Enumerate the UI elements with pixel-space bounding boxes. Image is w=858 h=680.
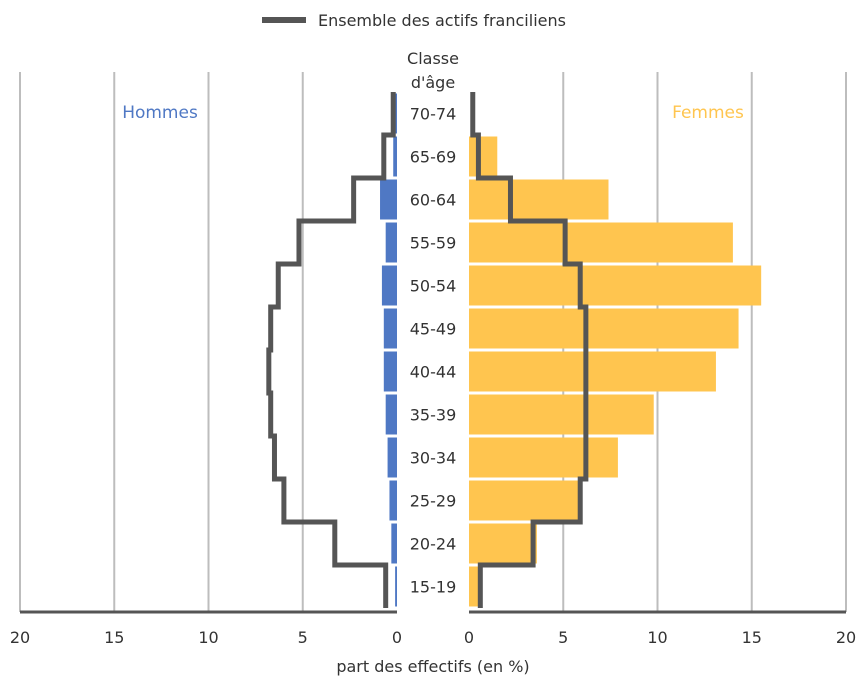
legend: Ensemble des actifs franciliens [262, 11, 566, 30]
x-tick-left: 0 [392, 628, 402, 647]
bar-women-65-69 [469, 136, 498, 177]
age-label-20-24: 20-24 [410, 535, 457, 554]
bar-women-30-34 [469, 437, 618, 478]
legend-label: Ensemble des actifs franciliens [318, 11, 566, 30]
x-tick-left: 5 [298, 628, 308, 647]
x-axis-title: part des effectifs (en %) [336, 657, 529, 676]
bar-men-60-64 [380, 179, 397, 220]
age-label-50-54: 50-54 [410, 277, 457, 296]
age-label-25-29: 25-29 [410, 492, 457, 511]
age-label-35-39: 35-39 [410, 406, 457, 425]
age-label-15-19: 15-19 [410, 578, 457, 597]
bar-women-25-29 [469, 480, 581, 521]
bar-women-50-54 [469, 265, 762, 306]
age-labels: 70-74 65-69 60-64 55-59 50-54 45-49 40-44 35-39… [410, 105, 457, 597]
bar-men-40-44 [383, 351, 397, 392]
bar-women-35-39 [469, 394, 654, 435]
x-tick-labels: 20 15 10 5 0 0 5 10 15 20 [10, 628, 856, 647]
x-tick-left: 10 [198, 628, 218, 647]
age-label-40-44: 40-44 [410, 363, 457, 382]
x-tick-right: 15 [742, 628, 762, 647]
bar-men-25-29 [389, 480, 397, 521]
bar-men-55-59 [385, 222, 397, 263]
age-label-60-64: 60-64 [410, 191, 457, 210]
x-tick-right: 5 [558, 628, 568, 647]
bar-women-60-64 [469, 179, 609, 220]
bar-women-45-49 [469, 308, 739, 349]
age-header-line2: d'âge [411, 73, 455, 92]
age-label-65-69: 65-69 [410, 148, 457, 167]
reference-line-women [470, 92, 589, 608]
x-tick-right: 20 [836, 628, 856, 647]
age-header-line1: Classe [407, 49, 459, 68]
bar-men-15-19 [395, 566, 397, 607]
bar-men-30-34 [387, 437, 397, 478]
bar-women-20-24 [469, 523, 537, 564]
x-tick-left: 15 [104, 628, 124, 647]
bar-women-15-19 [469, 566, 479, 607]
bar-men-50-54 [381, 265, 397, 306]
bar-men-35-39 [385, 394, 397, 435]
age-label-30-34: 30-34 [410, 449, 457, 468]
x-tick-left: 20 [10, 628, 30, 647]
bar-men-20-24 [391, 523, 397, 564]
men-label: Hommes [122, 103, 198, 123]
reference-outline [266, 92, 589, 608]
women-label: Femmes [672, 103, 744, 123]
age-label-45-49: 45-49 [410, 320, 457, 339]
bar-men-65-69 [393, 136, 397, 177]
bar-women-40-44 [469, 351, 716, 392]
age-label-70-74: 70-74 [410, 105, 457, 124]
reference-line-men [266, 92, 396, 608]
bar-men-70-74 [395, 93, 397, 134]
x-tick-right: 0 [464, 628, 474, 647]
age-label-55-59: 55-59 [410, 234, 457, 253]
bars [380, 93, 762, 607]
bar-men-45-49 [383, 308, 397, 349]
x-tick-right: 10 [647, 628, 667, 647]
bar-women-55-59 [469, 222, 733, 263]
